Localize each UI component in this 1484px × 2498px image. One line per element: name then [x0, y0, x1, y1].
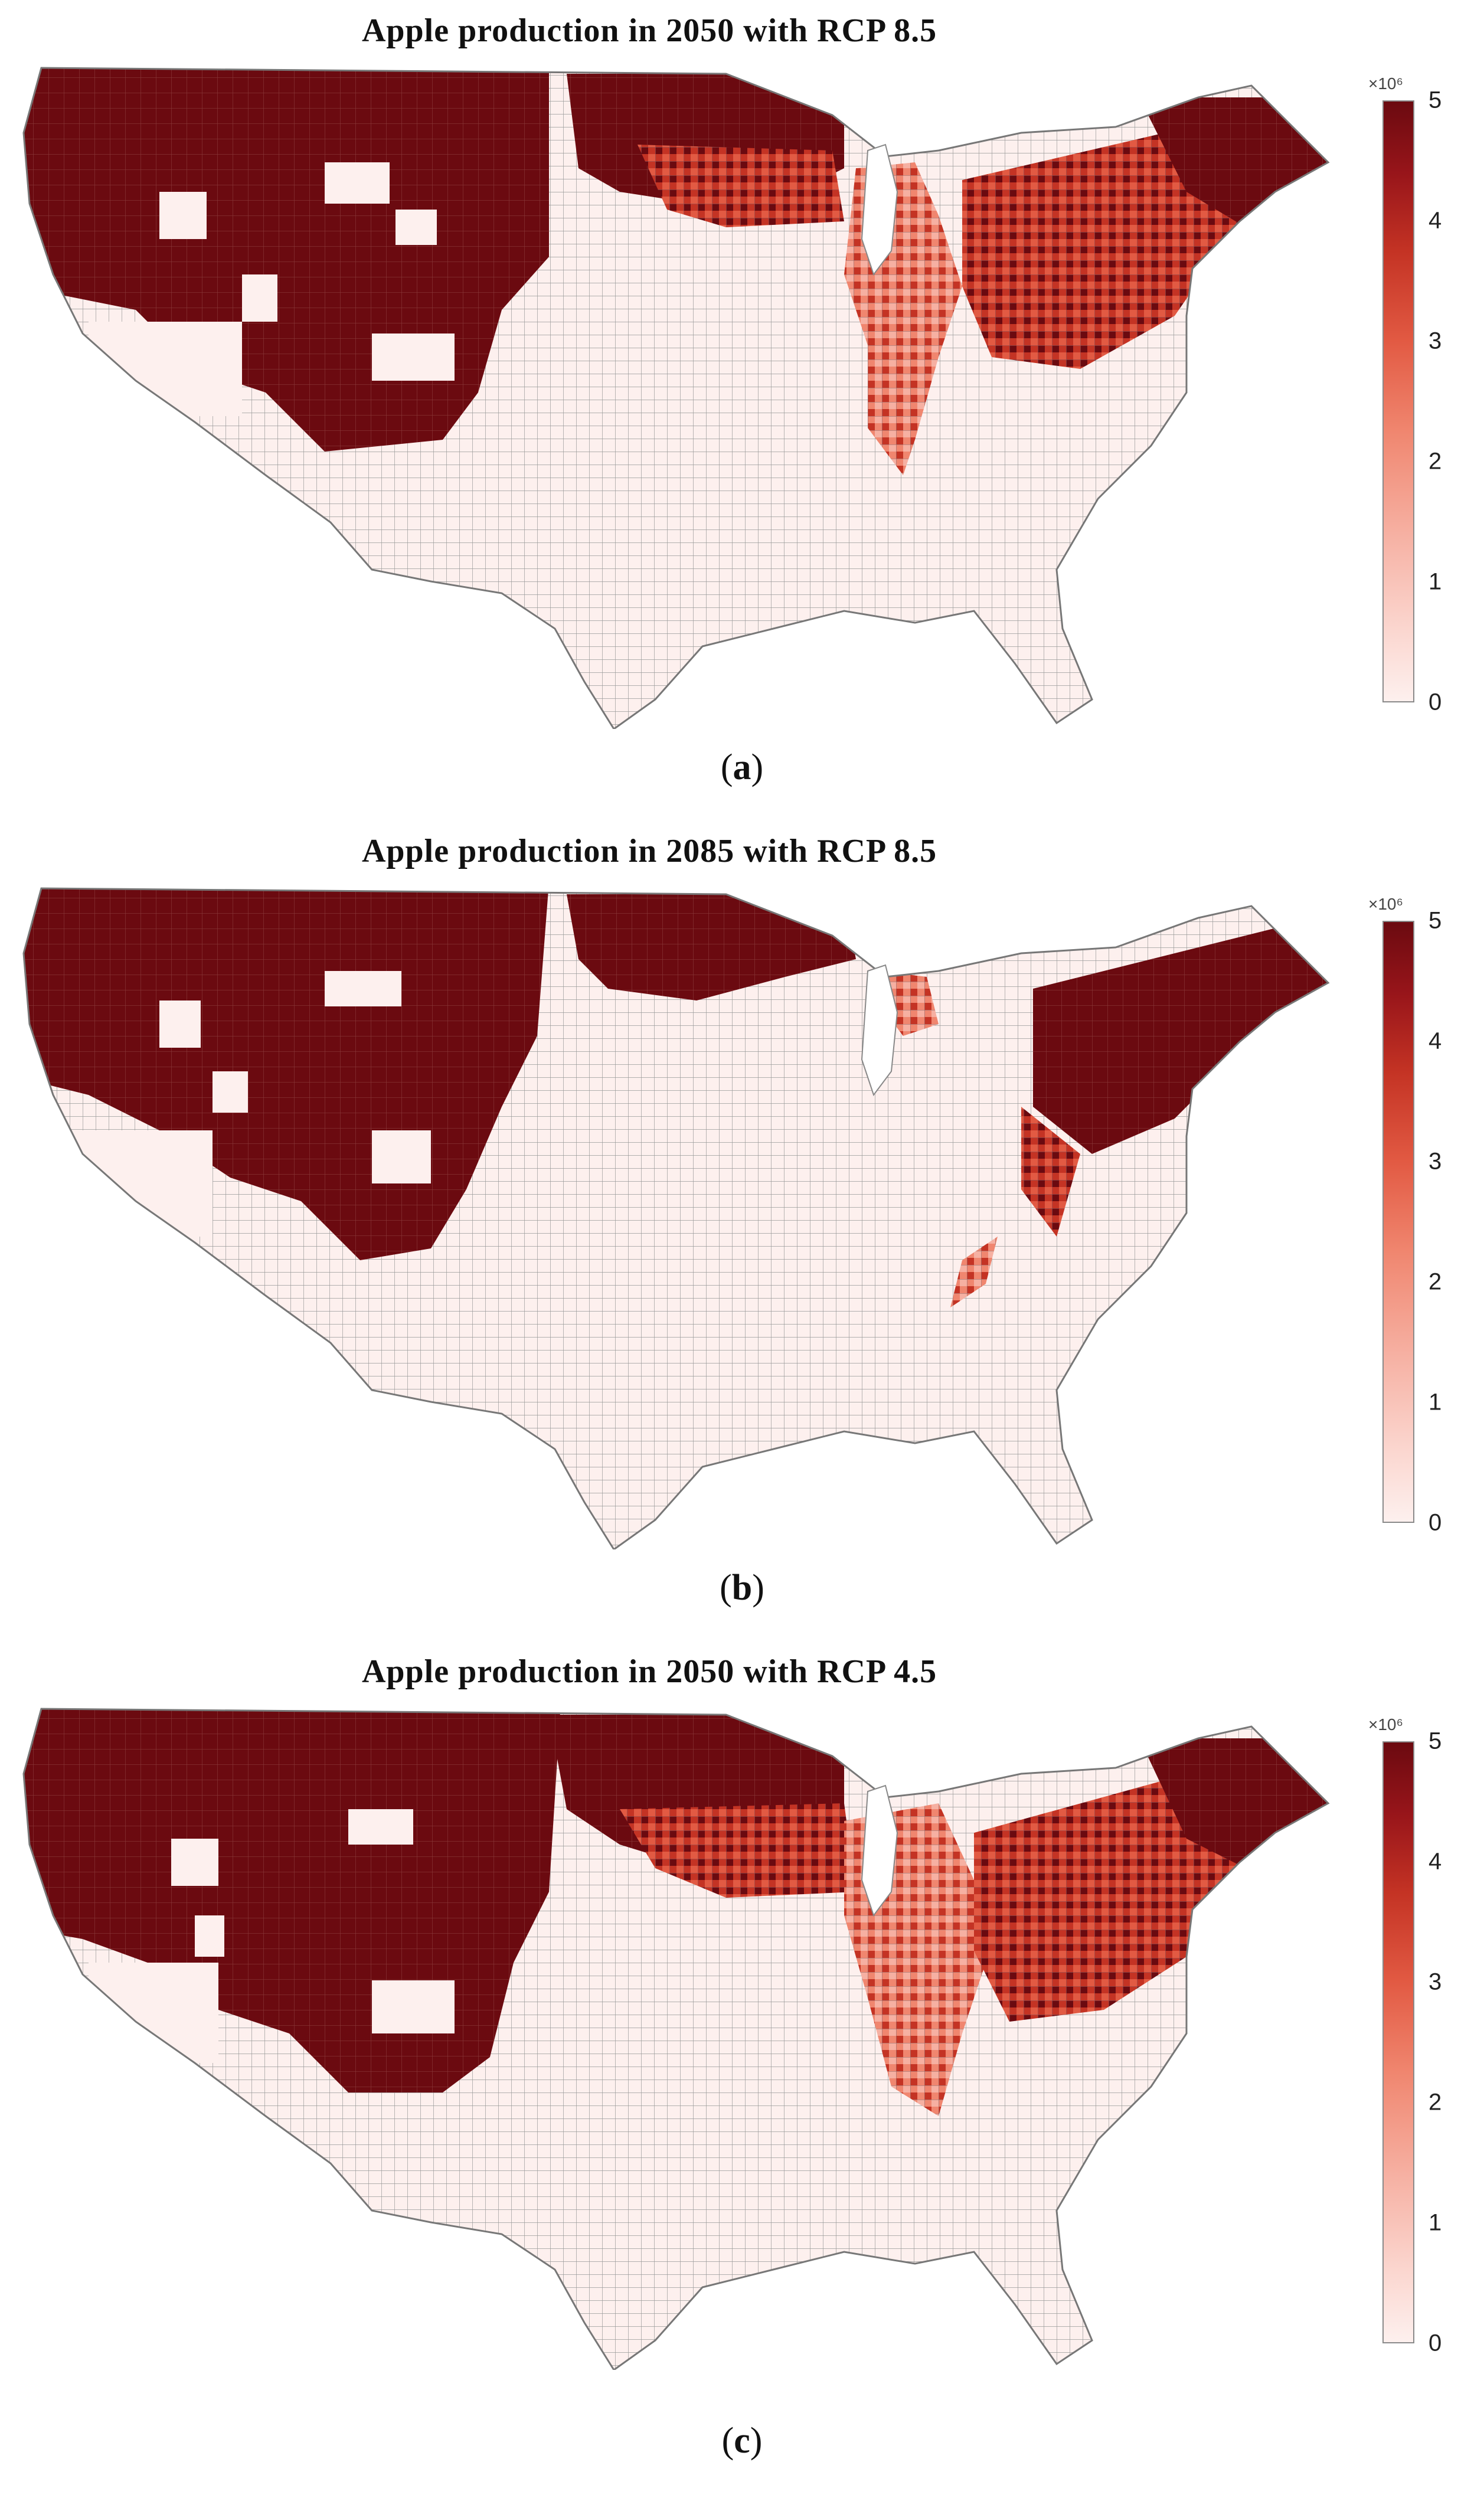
- colorbar-tick: 2: [1429, 1268, 1442, 1295]
- panel-caption: (c): [721, 2421, 763, 2461]
- panel-b: Apple production in 2085 with RCP 8.5: [0, 832, 1484, 1659]
- map-svg: [22, 1708, 1330, 2370]
- colorbar-tick: 1: [1429, 1389, 1442, 1415]
- colorbar-tick: 5: [1429, 87, 1442, 113]
- colorbar-multiplier: ×10⁶: [1368, 74, 1404, 93]
- colorbar-tick: 1: [1429, 2209, 1442, 2236]
- caption-letter: b: [731, 1568, 753, 1608]
- colorbar-multiplier: ×10⁶: [1368, 1715, 1404, 1734]
- colorbar-multiplier: ×10⁶: [1368, 895, 1404, 913]
- colorbar: [1382, 100, 1414, 702]
- colorbar-tick: 5: [1429, 907, 1442, 934]
- us-county-map: [18, 62, 1340, 729]
- colorbar-tick: 3: [1429, 328, 1442, 354]
- panel-caption: (a): [720, 747, 764, 787]
- caption-letter: c: [734, 2421, 750, 2461]
- colorbar-tick: 1: [1429, 568, 1442, 595]
- colorbar-tick: 2: [1429, 448, 1442, 475]
- panel-title: Apple production in 2085 with RCP 8.5: [361, 833, 937, 869]
- panel-title: Apple production in 2050 with RCP 8.5: [361, 12, 937, 49]
- colorbar-tick: 0: [1429, 689, 1442, 715]
- us-county-map: [18, 1703, 1340, 2370]
- colorbar-tick: 4: [1429, 1028, 1442, 1054]
- colorbar-tick: 3: [1429, 1148, 1442, 1175]
- panel-c: Apple production in 2050 with RCP 4.5: [0, 1653, 1484, 2479]
- map-svg: [22, 67, 1330, 729]
- colorbar: [1382, 1741, 1414, 2343]
- colorbar-tick: 4: [1429, 207, 1442, 234]
- us-county-map: [18, 882, 1340, 1549]
- map-svg: [22, 887, 1330, 1549]
- colorbar-tick: 0: [1429, 2330, 1442, 2356]
- panel-title: Apple production in 2050 with RCP 4.5: [361, 1653, 937, 1690]
- caption-letter: a: [733, 747, 751, 787]
- colorbar-tick: 0: [1429, 1509, 1442, 1536]
- panel-caption: (b): [720, 1568, 764, 1608]
- colorbar-tick: 4: [1429, 1848, 1442, 1875]
- colorbar-tick: 5: [1429, 1728, 1442, 1754]
- colorbar-tick: 2: [1429, 2089, 1442, 2116]
- colorbar-tick: 3: [1429, 1969, 1442, 1995]
- panel-a: Apple production in 2050 with RCP 8.5: [0, 12, 1484, 838]
- colorbar: [1382, 921, 1414, 1523]
